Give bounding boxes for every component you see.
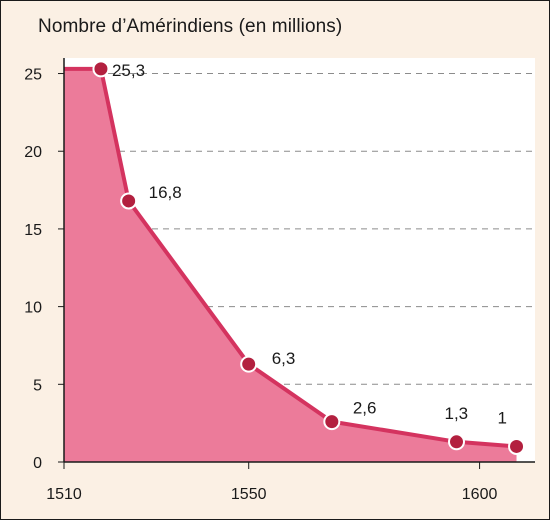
tick-labels: 0 5 10 15 20 25 1510 1550 1600 [24, 67, 497, 503]
y-tick-label-20: 20 [24, 144, 42, 161]
chart-title: Nombre d’Amérindiens (en millions) [38, 16, 343, 37]
data-point-4 [448, 433, 465, 451]
data-label-1: 16,8 [149, 183, 182, 202]
data-point-1 [120, 192, 138, 210]
data-label-5: 1 [498, 408, 507, 427]
data-point-0 [92, 60, 110, 78]
y-tick-label-25: 25 [24, 67, 42, 84]
data-point-2 [240, 355, 258, 373]
x-tick-label-1510: 1510 [46, 486, 82, 503]
data-points [92, 60, 526, 455]
y-tick-label-15: 15 [24, 222, 42, 239]
data-labels: 25,3 16,8 6,3 2,6 1,3 1 [112, 61, 507, 428]
x-tick-label-1600: 1600 [462, 486, 498, 503]
area-fill [64, 68, 517, 462]
data-label-2: 6,3 [272, 349, 296, 368]
data-point-3 [323, 413, 341, 431]
y-tick-label-5: 5 [33, 377, 42, 394]
axes [58, 58, 535, 469]
y-tick-label-0: 0 [33, 455, 42, 472]
data-label-4: 1,3 [445, 404, 469, 423]
y-tick-label-10: 10 [24, 300, 42, 317]
x-tick-label-1550: 1550 [231, 486, 267, 503]
data-point-5 [508, 437, 526, 455]
data-label-3: 2,6 [353, 399, 377, 418]
data-label-0: 25,3 [112, 61, 145, 80]
